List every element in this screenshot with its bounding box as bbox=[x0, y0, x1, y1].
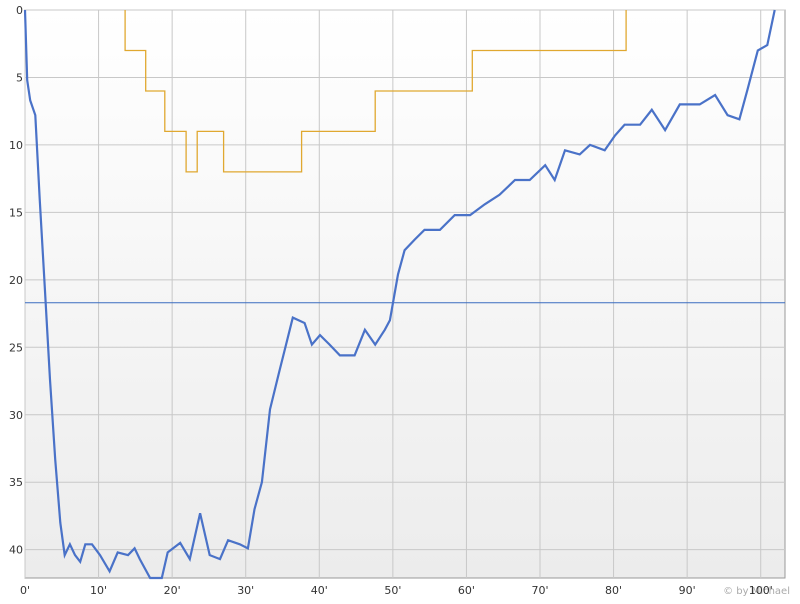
x-tick-label: 0' bbox=[20, 584, 30, 597]
x-tick-label: 40' bbox=[311, 584, 328, 597]
y-tick-label: 5 bbox=[16, 71, 23, 84]
y-tick-label: 40 bbox=[9, 544, 23, 557]
series-line bbox=[124, 10, 627, 173]
x-tick-label: 100' bbox=[749, 584, 773, 597]
y-tick-label: 25 bbox=[9, 341, 23, 354]
y-tick-label: 30 bbox=[9, 409, 23, 422]
y-tick-label: 35 bbox=[9, 476, 23, 489]
y-tick-label: 20 bbox=[9, 274, 23, 287]
series-line bbox=[23, 9, 776, 580]
y-tick-label: 0 bbox=[16, 4, 23, 17]
x-tick-label: 80' bbox=[605, 584, 622, 597]
x-tick-label: 90' bbox=[679, 584, 696, 597]
y-tick-label: 15 bbox=[9, 206, 23, 219]
plot-area bbox=[24, 9, 786, 579]
x-tick-label: 70' bbox=[531, 584, 548, 597]
x-tick-label: 60' bbox=[458, 584, 475, 597]
watermark: © by Michael bbox=[723, 586, 790, 597]
x-tick-label: 30' bbox=[237, 584, 254, 597]
x-tick-label: 20' bbox=[164, 584, 181, 597]
x-tick-label: 10' bbox=[90, 584, 107, 597]
y-tick-label: 10 bbox=[9, 139, 23, 152]
x-tick-label: 50' bbox=[384, 584, 401, 597]
